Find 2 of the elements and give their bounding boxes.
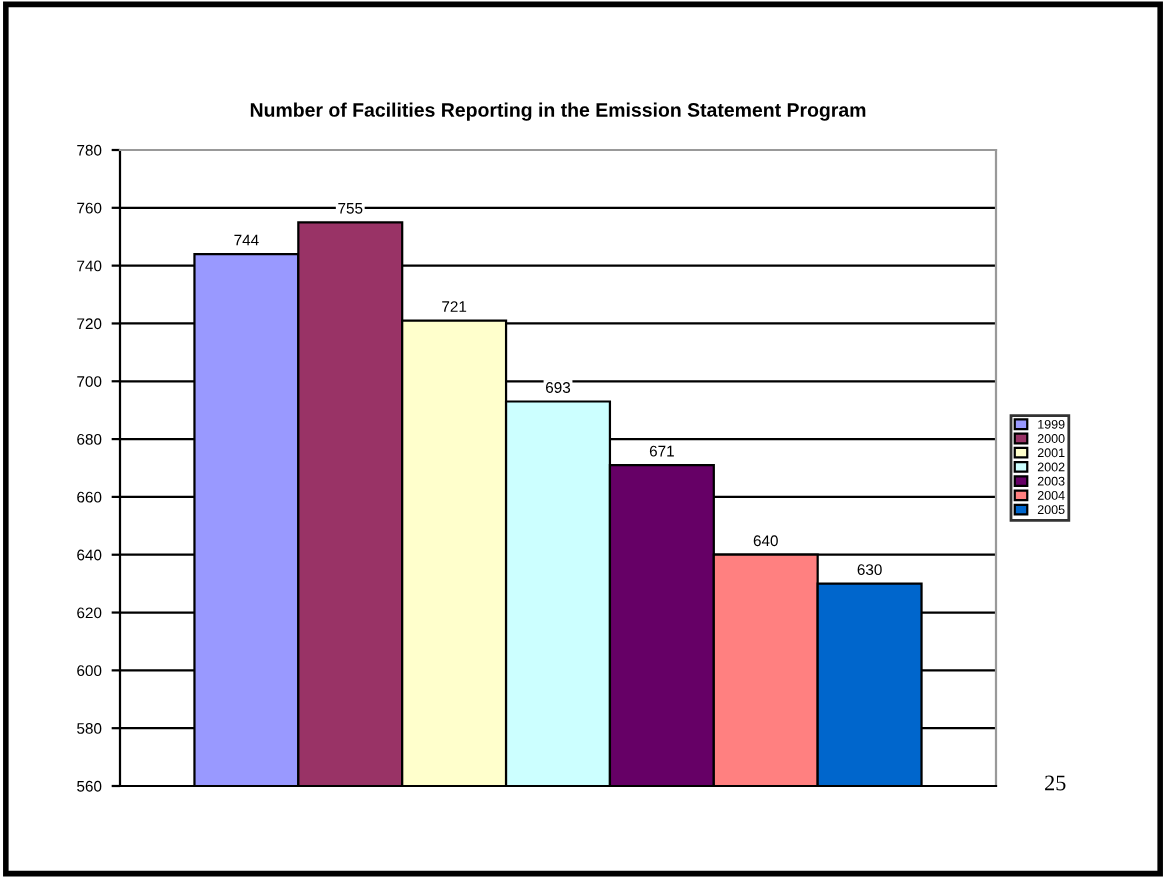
text: 25	[1045, 775, 1066, 791]
chart-title: Number of Facilities Reporting in the Emission Statement Program	[250, 102, 866, 121]
